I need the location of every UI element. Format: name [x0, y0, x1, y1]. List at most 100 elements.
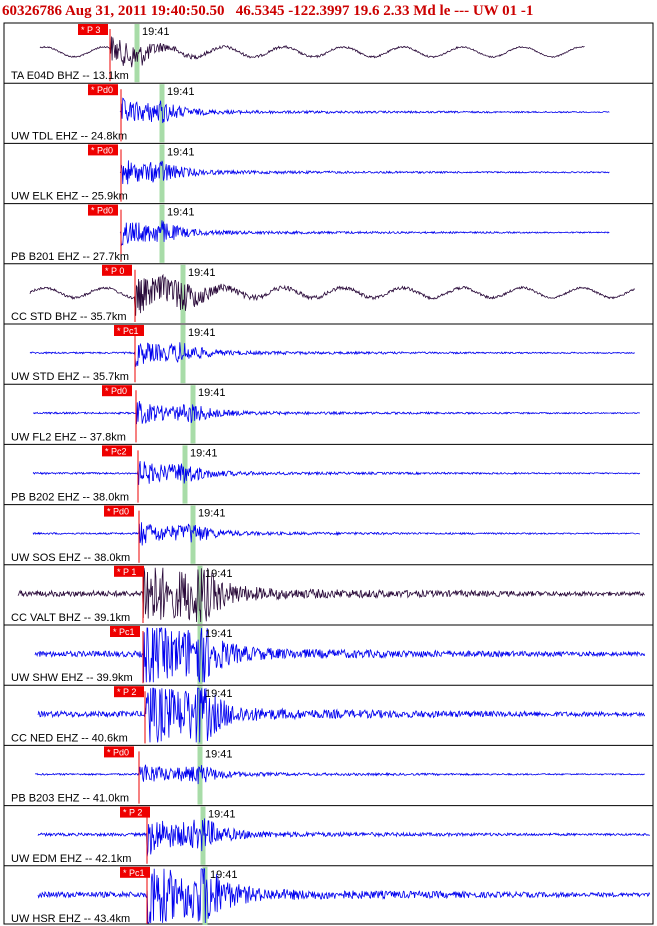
pick-tag	[88, 144, 118, 156]
time-label: 19:41	[142, 26, 170, 38]
waveform	[17, 567, 645, 623]
trace-row: * Pc1 19:41 UW SHW EHZ -- 39.9km	[4, 624, 653, 685]
station-label: CC STD BHZ -- 35.7km	[11, 311, 127, 323]
pick-label: * P 2	[123, 808, 142, 818]
time-label: 19:41	[205, 568, 233, 580]
pick-tag	[88, 84, 118, 96]
panel-frame	[3, 22, 654, 925]
station-label: PB B203 EHZ -- 41.0km	[11, 793, 129, 805]
pick-label: * P 0	[105, 266, 124, 276]
pick-tag	[102, 385, 132, 397]
time-label: 19:41	[167, 86, 195, 98]
trace-row: * P 2 19:41 UW EDM EHZ -- 42.1km	[4, 805, 653, 865]
station-label: CC VALT BHZ -- 39.1km	[11, 612, 130, 624]
trace-row: * P 2 19:41 CC NED EHZ -- 40.6km	[4, 684, 653, 745]
time-label: 19:41	[210, 869, 238, 881]
trace-row: * Pd0 19:41 UW SOS EHZ -- 38.0km	[4, 504, 653, 564]
trace-row: * P 0 19:41 CC STD BHZ -- 35.7km	[4, 263, 653, 323]
event-header: 60326786 Aug 31, 2011 19:40:50.50 46.534…	[2, 0, 657, 22]
pick-label: * P 3	[81, 25, 100, 35]
waveform	[29, 273, 636, 316]
waveform	[119, 220, 610, 246]
waveform	[32, 522, 641, 546]
station-label: UW FL2 EHZ -- 37.8km	[11, 431, 126, 443]
pick-label: * Pd0	[91, 85, 113, 95]
event-location-magnitude: 46.5345 -122.3997 19.6 2.33 Md le --- UW…	[235, 3, 534, 19]
pick-tag	[78, 24, 108, 35]
pick-tag	[114, 686, 144, 698]
trace-row: * Pd0 19:41 UW ELK EHZ -- 25.9km	[4, 142, 653, 203]
station-label: UW HSR EHZ -- 43.4km	[11, 913, 130, 925]
pick-label: * Pc2	[105, 446, 127, 456]
waveform	[33, 400, 641, 425]
station-label: UW ELK EHZ -- 25.9km	[11, 191, 128, 203]
time-label: 19:41	[205, 628, 233, 640]
pick-label: * Pd0	[91, 145, 113, 155]
time-label: 19:41	[190, 447, 218, 459]
station-label: UW EDM EHZ -- 42.1km	[11, 853, 131, 865]
pick-tag	[88, 204, 118, 216]
pick-label: * P 2	[117, 687, 136, 697]
pick-label: * P 1	[117, 567, 136, 577]
time-label: 19:41	[188, 327, 216, 339]
time-label: 19:41	[198, 508, 226, 520]
pick-label: * Pd0	[107, 507, 129, 517]
waveform	[119, 160, 610, 185]
time-label: 19:41	[188, 267, 216, 279]
s-phase-marker	[190, 505, 196, 564]
pick-tag	[114, 325, 144, 336]
station-label: UW SOS EHZ -- 38.0km	[11, 552, 130, 564]
s-phase-marker	[197, 565, 203, 624]
pick-label: * Pd0	[107, 747, 129, 757]
waveform	[32, 460, 641, 485]
s-phase-marker	[200, 806, 206, 865]
time-label: 19:41	[205, 688, 233, 700]
pick-tag	[104, 505, 134, 517]
pick-tag	[110, 626, 140, 637]
pick-label: * Pc1	[123, 868, 145, 878]
trace-row: * Pc1 19:41 UW STD EHZ -- 35.7km	[4, 323, 653, 384]
station-label: CC NED EHZ -- 40.6km	[11, 732, 128, 744]
trace-row: * Pd0 19:41 UW FL2 EHZ -- 37.8km	[4, 383, 653, 444]
trace-row: * Pd0 19:41 PB B201 EHZ -- 27.7km	[4, 203, 653, 263]
time-label: 19:41	[205, 748, 233, 760]
trace-row: * Pc2 19:41 PB B202 EHZ -- 38.0km	[4, 443, 653, 504]
pick-label: * Pd0	[91, 206, 113, 216]
s-phase-marker	[180, 264, 186, 323]
station-label: PB B201 EHZ -- 27.7km	[11, 251, 129, 263]
s-phase-marker	[159, 204, 165, 263]
station-label: UW SHW EHZ -- 39.9km	[11, 672, 133, 684]
s-phase-marker	[180, 325, 186, 384]
pick-label: * Pc1	[113, 627, 135, 637]
time-label: 19:41	[198, 387, 226, 399]
waveform	[37, 818, 651, 857]
pick-tag	[120, 866, 150, 878]
event-datetime: Aug 31, 2011 19:40:50.50	[64, 3, 225, 19]
event-id: 60326786	[2, 3, 62, 19]
trace-row: * P 1 19:41 CC VALT BHZ -- 39.1km	[4, 564, 653, 624]
pick-tag	[104, 746, 134, 758]
waveform	[37, 868, 651, 924]
pick-tag	[120, 806, 150, 818]
waveform	[39, 36, 585, 68]
station-label: UW TDL EHZ -- 24.8km	[11, 130, 127, 142]
time-label: 19:41	[208, 809, 236, 821]
pick-tag	[102, 264, 132, 276]
time-label: 19:41	[167, 207, 195, 219]
s-phase-marker	[197, 746, 203, 805]
pick-label: * Pc1	[117, 326, 139, 336]
pick-label: * Pd0	[105, 386, 127, 396]
station-label: PB B202 EHZ -- 38.0km	[11, 492, 129, 504]
station-label: UW STD EHZ -- 35.7km	[11, 371, 129, 383]
pick-tag	[114, 565, 144, 577]
s-phase-marker	[190, 385, 196, 444]
trace-row: * Pd0 19:41 UW TDL EHZ -- 24.8km	[4, 82, 653, 143]
trace-row: * P 3 19:41 TA E04D BHZ -- 13.1km	[11, 24, 585, 83]
trace-row: * Pd0 19:41 PB B203 EHZ -- 41.0km	[4, 744, 653, 805]
waveform	[37, 687, 646, 743]
pick-tag	[102, 445, 132, 457]
trace-row: * Pc1 19:41 UW HSR EHZ -- 43.4km	[4, 865, 653, 925]
waveform	[34, 764, 645, 785]
station-label: TA E04D BHZ -- 13.1km	[11, 70, 129, 82]
